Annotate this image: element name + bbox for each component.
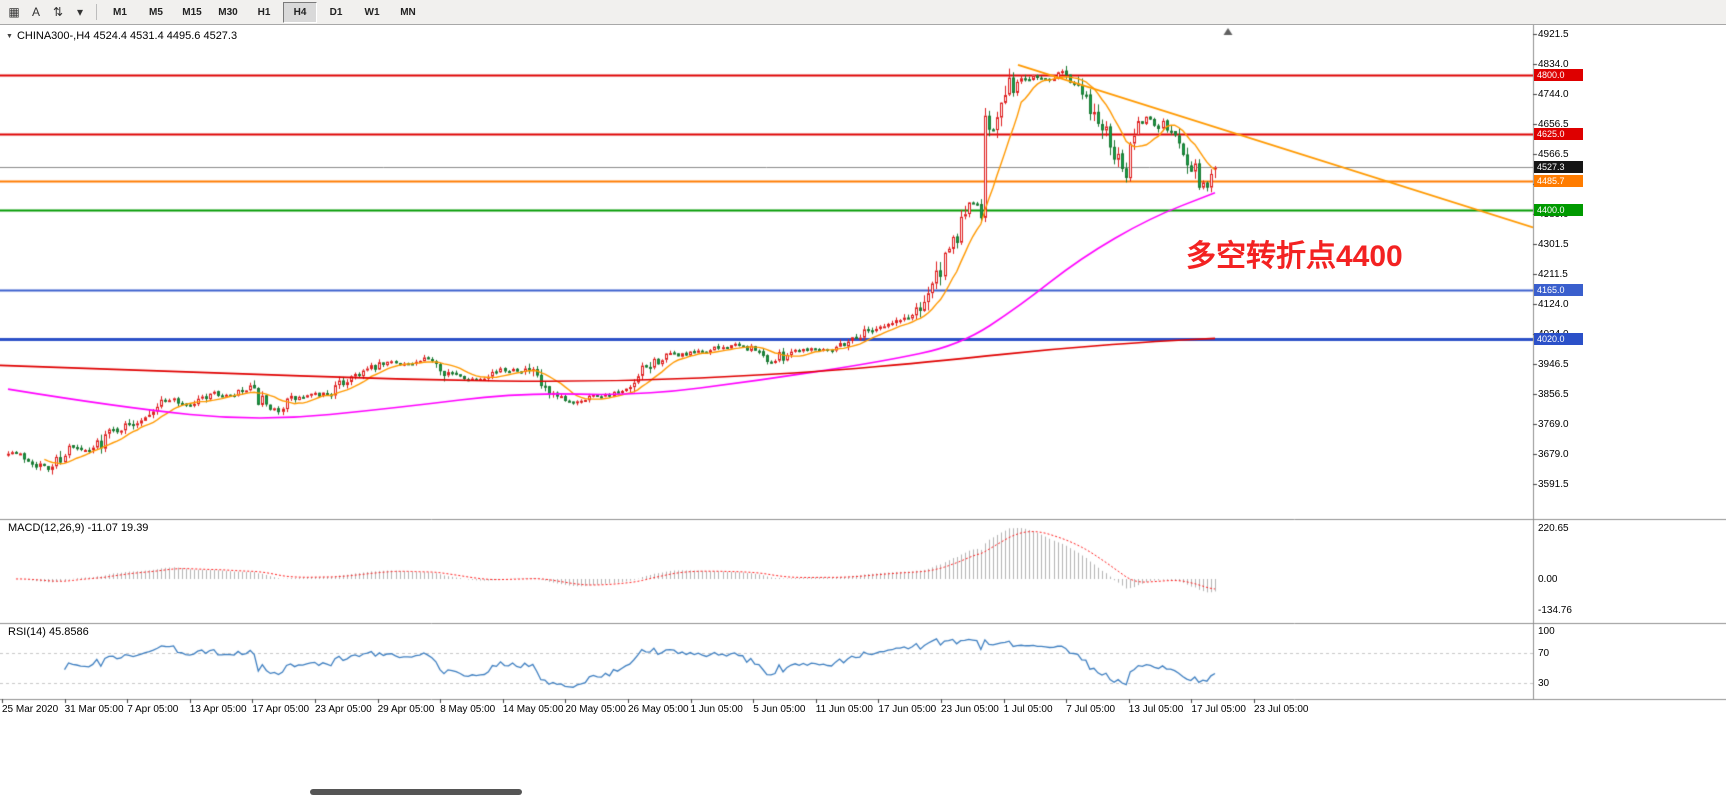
date-axis-label: 13 Apr 05:00 xyxy=(189,704,247,715)
rsi-axis-label: 100 xyxy=(1538,626,1555,637)
price-axis-label: 4301.5 xyxy=(1538,239,1569,250)
date-axis-label: 23 Jul 05:00 xyxy=(1254,704,1309,715)
objects-dropdown-caret-icon[interactable]: ▾ xyxy=(76,5,84,19)
price-level-badge: 4165.0 xyxy=(1534,283,1583,296)
price-level-badge: 4020.0 xyxy=(1534,333,1583,346)
date-axis-label: 1 Jul 05:00 xyxy=(1003,704,1053,715)
price-axis-label: 4124.0 xyxy=(1538,299,1569,310)
chart-annotation-text[interactable]: 多空转折点4400 xyxy=(1186,240,1403,273)
date-axis-label: 23 Jun 05:00 xyxy=(941,704,999,715)
date-axis-label: 13 Jul 05:00 xyxy=(1128,704,1184,715)
date-axis-label: 25 Mar 2020 xyxy=(2,704,59,715)
timeframe-button-mn[interactable]: MN xyxy=(400,6,416,18)
price-axis-label: 3856.5 xyxy=(1538,389,1569,400)
toolbar: ▦ A ⇅ ▾ M1 M5 M15 M30 H1 H4 D1 W1 MN xyxy=(0,0,1726,25)
price-axis-label: 4656.5 xyxy=(1538,119,1569,130)
price-axis-label: 3769.0 xyxy=(1538,419,1569,430)
price-axis-label: 4566.5 xyxy=(1538,149,1569,160)
text-label-icon[interactable]: A xyxy=(31,5,40,19)
timeframe-button-m5[interactable]: M5 xyxy=(149,6,163,18)
symbol-dropdown-icon[interactable]: ▼ xyxy=(6,32,13,40)
charts-grid-icon[interactable]: ▦ xyxy=(8,5,20,19)
price-axis-label: 3591.5 xyxy=(1538,479,1569,490)
date-axis-label: 17 Apr 05:00 xyxy=(252,704,310,715)
macd-indicator-label: MACD(12,26,9) -11.07 19.39 xyxy=(8,522,149,534)
timeframe-button-h4[interactable]: H4 xyxy=(283,1,317,23)
price-level-badge: 4485.7 xyxy=(1534,175,1583,188)
date-axis-label: 7 Jul 05:00 xyxy=(1066,704,1116,715)
price-axis-label: 3679.0 xyxy=(1538,449,1569,460)
date-axis-label: 8 May 05:00 xyxy=(440,704,496,715)
macd-axis-label: -134.76 xyxy=(1538,605,1572,617)
price-axis-label: 4921.5 xyxy=(1538,29,1569,40)
rsi-indicator-label: RSI(14) 45.8586 xyxy=(8,626,89,638)
symbol-ohlc-label[interactable]: ▼ CHINA300-,H4 4524.4 4531.4 4495.6 4527… xyxy=(6,30,237,42)
date-axis-label: 5 Jun 05:00 xyxy=(753,704,806,715)
date-axis-label: 17 Jun 05:00 xyxy=(878,704,937,715)
chart-window: ▼ CHINA300-,H4 4524.4 4531.4 4495.6 4527… xyxy=(0,25,1726,797)
price-axis-label: 4211.5 xyxy=(1538,269,1568,280)
date-axis-label: 23 Apr 05:00 xyxy=(315,704,372,715)
toolbar-icon-group: ▦ A ⇅ ▾ xyxy=(3,0,91,24)
date-axis-label: 14 May 05:00 xyxy=(502,704,564,715)
date-axis-label: 29 Apr 05:00 xyxy=(377,704,435,715)
rsi-axis-label: 30 xyxy=(1538,677,1550,689)
timeframe-button-m1[interactable]: M1 xyxy=(113,6,127,18)
timeframe-button-group: M1 M5 M15 M30 H1 H4 D1 W1 MN xyxy=(102,0,426,24)
timeframe-button-d1[interactable]: D1 xyxy=(329,6,343,18)
price-axis-label: 3946.5 xyxy=(1538,359,1569,370)
chart-canvas[interactable] xyxy=(0,25,1726,797)
price-axis-label: 4834.0 xyxy=(1538,59,1569,70)
toolbar-separator xyxy=(96,4,97,20)
timeframe-button-h1[interactable]: H1 xyxy=(257,6,271,18)
macd-axis-label: 220.65 xyxy=(1538,523,1569,534)
date-axis-label: 7 Apr 05:00 xyxy=(127,704,179,715)
timeframe-button-w1[interactable]: W1 xyxy=(364,6,380,18)
cursor-arrows-icon[interactable]: ⇅ xyxy=(52,5,64,19)
current-price-badge: 4527.3 xyxy=(1534,161,1583,174)
price-level-badge: 4400.0 xyxy=(1534,204,1583,217)
macd-axis-label: 0.00 xyxy=(1538,574,1558,585)
timeframe-button-m15[interactable]: M15 xyxy=(182,6,202,18)
price-level-badge: 4625.0 xyxy=(1534,128,1583,141)
price-axis-label: 4744.0 xyxy=(1538,89,1569,100)
price-level-badge: 4800.0 xyxy=(1534,69,1583,82)
date-axis-label: 17 Jul 05:00 xyxy=(1191,704,1246,715)
date-axis-label: 31 Mar 05:00 xyxy=(64,704,124,715)
date-axis-label: 1 Jun 05:00 xyxy=(690,704,743,715)
symbol-ohlc-text: CHINA300-,H4 4524.4 4531.4 4495.6 4527.3 xyxy=(16,30,238,42)
horizontal-scrollbar-thumb[interactable] xyxy=(310,789,522,795)
date-axis-label: 26 May 05:00 xyxy=(628,704,689,715)
date-axis-label: 11 Jun 05:00 xyxy=(815,704,873,715)
date-axis-label: 20 May 05:00 xyxy=(565,704,626,715)
rsi-axis-label: 70 xyxy=(1538,648,1550,660)
timeframe-button-m30[interactable]: M30 xyxy=(218,6,238,18)
